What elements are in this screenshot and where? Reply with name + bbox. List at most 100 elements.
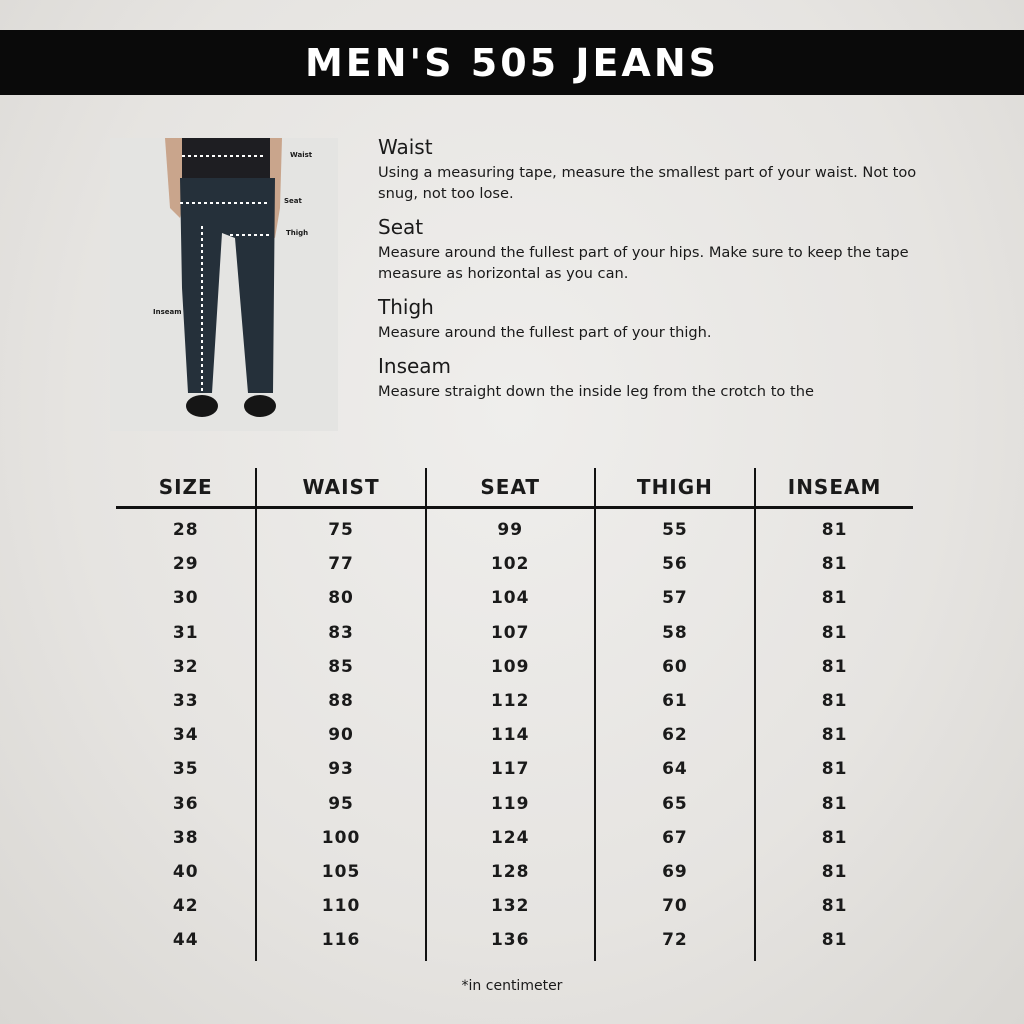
cell-seat: 128 <box>424 854 595 890</box>
cell-thigh: 57 <box>593 581 756 616</box>
header-seat: SEAT <box>424 468 595 509</box>
cell-thigh: 58 <box>593 615 756 650</box>
model-measurement-photo: Waist Seat Thigh Inseam <box>110 138 338 431</box>
footnote: *in centimeter <box>461 978 563 994</box>
guide-heading-thigh: Thigh <box>378 295 434 319</box>
cell-seat: 109 <box>424 649 595 684</box>
cell-thigh: 69 <box>593 854 756 890</box>
cell-seat: 104 <box>424 581 595 616</box>
guide-text-waist: Using a measuring tape, measure the smal… <box>378 164 917 202</box>
table-row: 33 88 112 61 81 <box>116 683 913 719</box>
cell-thigh: 55 <box>593 507 756 548</box>
cell-waist: 116 <box>255 923 426 962</box>
cell-waist: 75 <box>255 507 426 548</box>
cell-inseam: 81 <box>754 615 913 650</box>
cell-size: 30 <box>172 588 199 609</box>
header-thigh: THIGH <box>593 468 756 509</box>
cell-waist: 80 <box>255 581 426 616</box>
cell-waist: 88 <box>255 683 426 719</box>
cell-seat: 119 <box>424 786 595 821</box>
cell-seat: 99 <box>424 507 595 548</box>
size-table: SIZE WAIST SEAT THIGH INSEAM 28 75 99 55 81 2… <box>116 468 913 962</box>
cell-thigh: 61 <box>593 683 756 719</box>
cell-thigh: 67 <box>593 820 756 855</box>
cell-thigh: 72 <box>593 923 756 962</box>
cell-seat: 124 <box>424 820 595 855</box>
cell-waist: 77 <box>255 547 426 582</box>
header-waist: WAIST <box>255 468 426 509</box>
table-row: 28 75 99 55 81 <box>116 507 913 548</box>
cell-seat: 112 <box>424 683 595 719</box>
cell-thigh: 65 <box>593 786 756 821</box>
table-row: 29 77 102 56 81 <box>116 547 913 582</box>
cell-inseam: 81 <box>754 581 913 616</box>
guide-text-inseam: Measure straight down the inside leg fro… <box>378 383 814 400</box>
table-row: 42 110 132 70 81 <box>116 889 913 924</box>
photo-label-waist: Waist <box>290 151 313 159</box>
cell-seat: 117 <box>424 752 595 787</box>
guide-text-seat: Measure around the fullest part of your … <box>378 244 909 282</box>
cell-seat: 102 <box>424 547 595 582</box>
cell-size: 32 <box>172 656 199 677</box>
cell-inseam: 81 <box>754 547 913 582</box>
cell-waist: 83 <box>255 615 426 650</box>
cell-size: 34 <box>172 725 199 746</box>
cell-waist: 95 <box>255 786 426 821</box>
table-header-row: SIZE WAIST SEAT THIGH INSEAM <box>116 468 913 509</box>
cell-seat: 107 <box>424 615 595 650</box>
table-row: 40 105 128 69 81 <box>116 854 913 890</box>
cell-size: 33 <box>172 691 199 712</box>
cell-waist: 90 <box>255 718 426 753</box>
table-row: 35 93 117 64 81 <box>116 752 913 787</box>
table-row: 31 83 107 58 81 <box>116 615 913 650</box>
cell-inseam: 81 <box>754 923 913 962</box>
title-banner: MEN'S 505 JEANS <box>0 30 1024 95</box>
photo-label-thigh: Thigh <box>286 229 309 237</box>
cell-inseam: 81 <box>754 683 913 719</box>
cell-thigh: 56 <box>593 547 756 582</box>
cell-waist: 100 <box>255 820 426 855</box>
cell-inseam: 81 <box>754 507 913 548</box>
cell-size: 31 <box>172 622 199 643</box>
cell-inseam: 81 <box>754 854 913 890</box>
table-row: 34 90 114 62 81 <box>116 718 913 753</box>
guide-heading-seat: Seat <box>378 215 424 239</box>
header-inseam: INSEAM <box>754 468 913 509</box>
measurement-guide: Waist Using a measuring tape, measure th… <box>378 134 938 412</box>
cell-size: 35 <box>172 759 199 780</box>
cell-inseam: 81 <box>754 786 913 821</box>
cell-thigh: 64 <box>593 752 756 787</box>
cell-inseam: 81 <box>754 889 913 924</box>
photo-label-inseam: Inseam <box>153 308 182 316</box>
cell-inseam: 81 <box>754 649 913 684</box>
table-row: 30 80 104 57 81 <box>116 581 913 616</box>
cell-waist: 93 <box>255 752 426 787</box>
cell-inseam: 81 <box>754 718 913 753</box>
cell-thigh: 62 <box>593 718 756 753</box>
cell-waist: 85 <box>255 649 426 684</box>
table-row: 32 85 109 60 81 <box>116 649 913 684</box>
cell-waist: 110 <box>255 889 426 924</box>
cell-size: 29 <box>172 554 199 575</box>
cell-waist: 105 <box>255 854 426 890</box>
cell-inseam: 81 <box>754 820 913 855</box>
header-size: SIZE <box>116 468 257 509</box>
guide-heading-inseam: Inseam <box>378 354 452 378</box>
cell-seat: 132 <box>424 889 595 924</box>
cell-size: 42 <box>172 896 199 917</box>
photo-label-seat: Seat <box>284 197 302 205</box>
cell-seat: 114 <box>424 718 595 753</box>
guide-text-thigh: Measure around the fullest part of your … <box>378 324 712 341</box>
table-row: 44 116 136 72 81 <box>116 923 913 962</box>
guide-heading-waist: Waist <box>378 135 433 159</box>
cell-size: 44 <box>172 930 199 951</box>
cell-size: 28 <box>172 520 199 541</box>
cell-seat: 136 <box>424 923 595 962</box>
cell-size: 36 <box>172 793 199 814</box>
cell-size: 40 <box>172 861 199 882</box>
cell-size: 38 <box>172 827 199 848</box>
table-row: 36 95 119 65 81 <box>116 786 913 821</box>
table-row: 38 100 124 67 81 <box>116 820 913 855</box>
cell-thigh: 60 <box>593 649 756 684</box>
cell-inseam: 81 <box>754 752 913 787</box>
